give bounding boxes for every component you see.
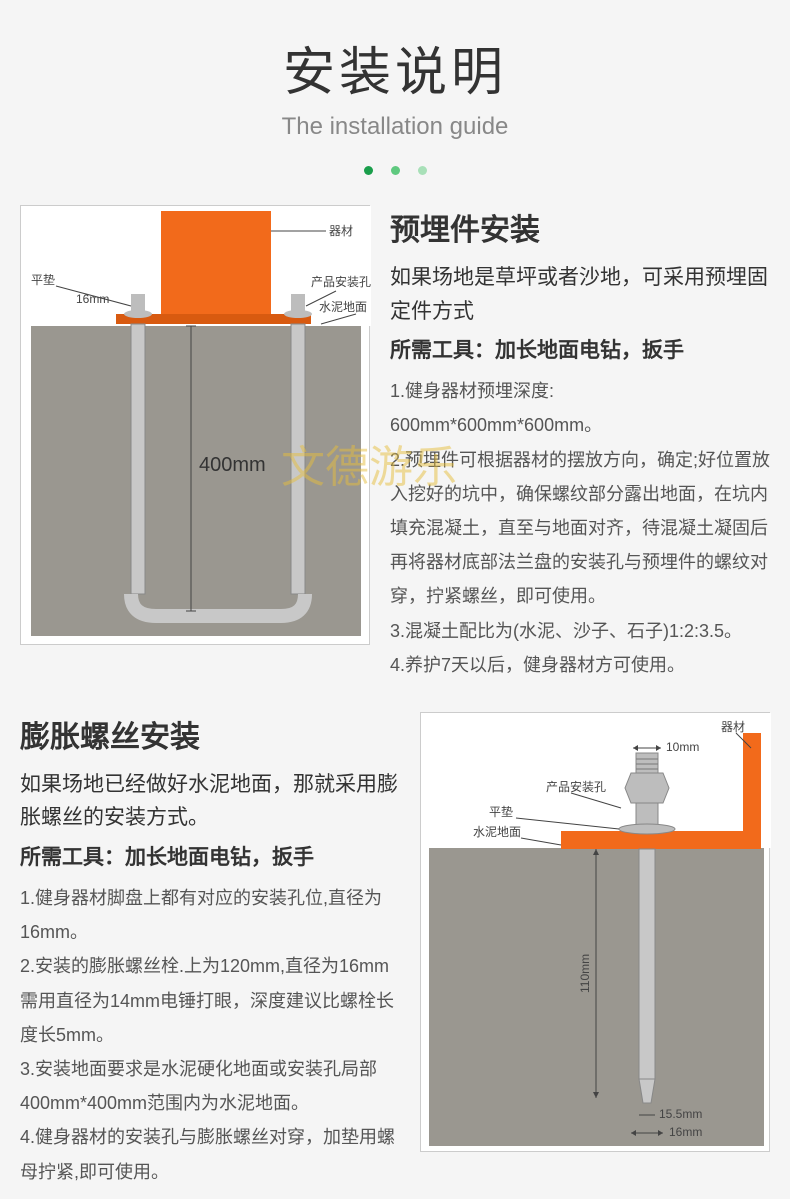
section-2-title: 膨胀螺丝安装 bbox=[20, 712, 400, 756]
label-width1: 15.5mm bbox=[659, 1107, 702, 1121]
diagram-expansion-bolt: 器材 10mm 产品安装孔 平垫 水泥地面 110mm 15.5mm bbox=[420, 712, 770, 1152]
label-install-hole: 产品安装孔 bbox=[546, 779, 606, 794]
diagram-embedded-install: 器材 平垫 16mm 产品安装孔 水泥地面 400mm 文德游乐 bbox=[20, 205, 370, 645]
label-equipment: 器材 bbox=[329, 224, 353, 238]
step: 4.养护7天以后，健身器材方可使用。 bbox=[390, 648, 770, 682]
label-depth: 110mm bbox=[578, 954, 592, 993]
label-flat-washer: 平垫 bbox=[489, 804, 513, 819]
step: 2.安装的膨胀螺丝栓.上为120mm,直径为16mm需用直径为14mm电锤打眼，… bbox=[20, 949, 400, 1052]
dot bbox=[418, 166, 427, 175]
dot bbox=[364, 166, 373, 175]
step: 4.健身器材的安装孔与膨胀螺丝对穿，加垫用螺母拧紧,即可使用。 bbox=[20, 1120, 400, 1188]
section-1-title: 预埋件安装 bbox=[390, 205, 770, 249]
section-2: 膨胀螺丝安装 如果场地已经做好水泥地面，那就采用膨胀螺丝的安装方式。 所需工具：… bbox=[0, 692, 790, 1199]
step: 2.预埋件可根据器材的摆放方向，确定;好位置放入挖好的坑中，确保螺纹部分露出地面… bbox=[390, 443, 770, 614]
label-washer-size: 16mm bbox=[76, 292, 109, 306]
label-install-hole: 产品安装孔 bbox=[311, 274, 371, 289]
section-1-tools: 所需工具：加长地面电钻，扳手 bbox=[390, 334, 770, 364]
page-title-cn: 安装说明 bbox=[0, 30, 790, 105]
label-equipment: 器材 bbox=[721, 720, 745, 734]
step: 3.混凝土配比为(水泥、沙子、石子)1:2:3.5。 bbox=[390, 614, 770, 648]
label-flat-washer: 平垫 bbox=[31, 272, 55, 287]
dot bbox=[391, 166, 400, 175]
decorative-dots bbox=[0, 166, 790, 175]
section-1-intro: 如果场地是草坪或者沙地，可采用预埋固定件方式 bbox=[390, 261, 770, 328]
label-width2: 16mm bbox=[669, 1125, 702, 1139]
step: 1.健身器材预埋深度: 600mm*600mm*600mm。 bbox=[390, 374, 770, 442]
header: 安装说明 The installation guide bbox=[0, 0, 790, 175]
label-ground: 水泥地面 bbox=[473, 825, 521, 839]
label-bolt-size: 10mm bbox=[666, 740, 699, 754]
section-2-intro: 如果场地已经做好水泥地面，那就采用膨胀螺丝的安装方式。 bbox=[20, 768, 400, 835]
section-1: 器材 平垫 16mm 产品安装孔 水泥地面 400mm 文德游乐 预埋件安装 如… bbox=[0, 175, 790, 692]
page-title-en: The installation guide bbox=[0, 113, 790, 141]
section-2-text: 膨胀螺丝安装 如果场地已经做好水泥地面，那就采用膨胀螺丝的安装方式。 所需工具：… bbox=[20, 712, 400, 1189]
label-depth: 400mm bbox=[199, 454, 266, 476]
section-2-tools: 所需工具：加长地面电钻，扳手 bbox=[20, 841, 400, 871]
step: 1.健身器材脚盘上都有对应的安装孔位,直径为16mm。 bbox=[20, 881, 400, 949]
label-ground: 水泥地面 bbox=[319, 300, 367, 314]
step: 3.安装地面要求是水泥硬化地面或安装孔局部400mm*400mm范围内为水泥地面… bbox=[20, 1052, 400, 1120]
section-1-text: 预埋件安装 如果场地是草坪或者沙地，可采用预埋固定件方式 所需工具：加长地面电钻… bbox=[390, 205, 770, 682]
